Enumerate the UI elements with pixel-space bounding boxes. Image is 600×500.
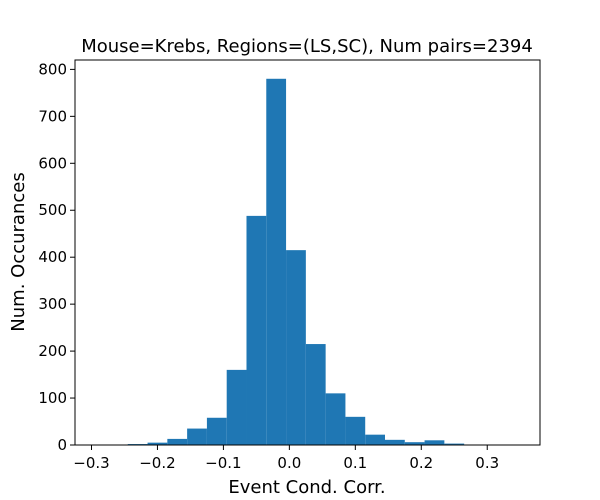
x-tick-label: −0.3 (73, 454, 109, 472)
histogram-bar (187, 428, 207, 445)
plot-frame (74, 59, 541, 446)
histogram-bar (424, 440, 445, 445)
x-tick-label: −0.2 (139, 454, 175, 472)
histogram-bar (147, 442, 168, 445)
histogram-bar (325, 393, 346, 445)
histogram-bar (345, 416, 366, 445)
y-tick-label: 100 (38, 389, 67, 407)
histogram-bar (404, 442, 425, 445)
y-tick-label: 0 (57, 436, 67, 454)
chart-title: Mouse=Krebs, Regions=(LS,SC), Num pairs=… (81, 36, 533, 57)
y-tick-label: 800 (38, 60, 67, 78)
x-tick-label: 0.1 (343, 454, 367, 472)
y-tick-label: 700 (38, 107, 67, 125)
histogram-bar (305, 344, 326, 445)
x-tick-label: 0.3 (475, 454, 499, 472)
histogram-bar (206, 417, 227, 445)
x-axis-ticks: −0.3 −0.2 −0.1 0.0 0.1 0.2 0.3 (73, 445, 499, 472)
histogram-bar (365, 434, 385, 445)
x-tick-label: 0.2 (409, 454, 433, 472)
histogram-bar (266, 78, 287, 445)
histogram-bar (167, 438, 188, 445)
y-tick-label: 500 (38, 201, 67, 219)
y-axis-ticks: 0 100 200 300 400 500 600 700 800 (38, 60, 75, 454)
histogram-bar (286, 250, 306, 445)
histogram-bars (88, 78, 484, 445)
x-tick-label: −0.1 (205, 454, 241, 472)
y-tick-label: 200 (38, 342, 67, 360)
histogram-bar (226, 369, 247, 445)
y-axis-label: Num. Occurances (8, 172, 29, 331)
x-tick-label: 0.0 (277, 454, 301, 472)
histogram-bar (246, 215, 267, 445)
y-tick-label: 300 (38, 295, 67, 313)
histogram-bar (385, 439, 405, 445)
y-tick-label: 600 (38, 154, 67, 172)
histogram-bar (444, 443, 465, 445)
y-tick-label: 400 (38, 248, 67, 266)
x-axis-label: Event Cond. Corr. (228, 477, 385, 498)
